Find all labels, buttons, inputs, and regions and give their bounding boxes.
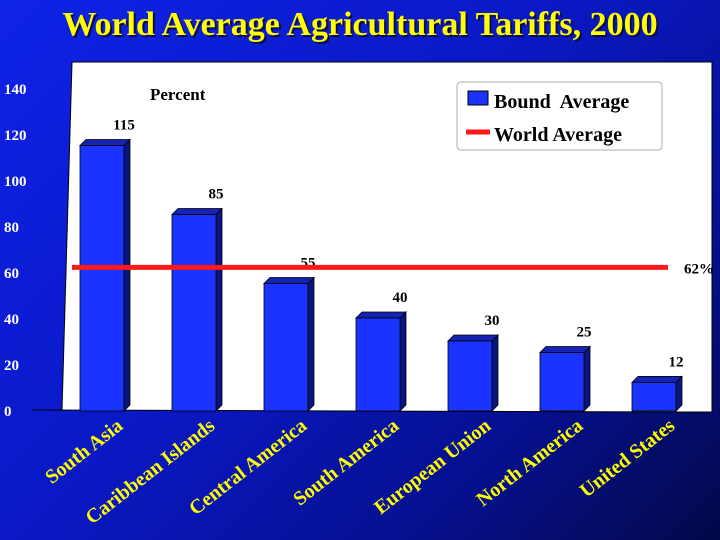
data-label: 30 [485, 313, 500, 329]
y-axis-ticks: 0 20 40 60 80 100 120 140 [4, 82, 27, 420]
bar-front [79, 145, 125, 412]
bar-side [307, 276, 315, 412]
category-label: South Asia [41, 415, 127, 489]
bar [447, 334, 499, 412]
bar-top [171, 208, 223, 215]
bar [79, 138, 131, 412]
bar [539, 345, 591, 412]
data-label: 115 [113, 118, 135, 134]
y-tick-label: 20 [4, 358, 19, 374]
bar-front [263, 283, 309, 412]
bar-top [355, 311, 407, 319]
legend-bar-swatch [467, 90, 489, 106]
bar [631, 375, 683, 412]
bar-side [583, 345, 591, 412]
bar [171, 207, 223, 412]
legend: Bound Average World Average [456, 81, 663, 151]
plot-border [31, 61, 713, 413]
bar-side [491, 334, 499, 412]
data-label: 12 [669, 354, 684, 370]
bar-front [447, 340, 493, 412]
legend-bar-label: Bound Average [494, 91, 629, 113]
data-label: 40 [393, 290, 408, 306]
bars-group [79, 138, 683, 412]
bar [263, 276, 315, 412]
bar-top [79, 139, 131, 146]
bar-front [631, 381, 677, 412]
data-label: 85 [209, 187, 224, 203]
bar-front [355, 317, 401, 412]
y-tick-label: 60 [4, 266, 19, 282]
legend-line-label: World Average [494, 124, 622, 146]
y-tick-label: 0 [4, 404, 12, 420]
y-tick-label: 120 [4, 128, 27, 144]
bar [355, 311, 407, 412]
world-average-label: 62% [684, 261, 714, 277]
chart-title: World Average Agricultural Tariffs, 2000 [62, 6, 658, 43]
bar-top [263, 277, 315, 284]
y-tick-label: 100 [4, 174, 27, 190]
y-tick-label: 140 [4, 82, 27, 98]
bar-front [171, 214, 217, 412]
y-tick-label: 80 [4, 220, 19, 236]
bar-top [447, 334, 499, 342]
bar-side [399, 311, 407, 412]
bar-top [539, 346, 591, 353]
y-axis-unit-label: Percent [150, 85, 206, 104]
category-label: United States [576, 414, 679, 502]
bar-front [539, 352, 585, 412]
bar-side [215, 207, 223, 412]
bar-top [631, 375, 683, 383]
data-label: 25 [577, 325, 592, 341]
legend-box [456, 81, 663, 151]
bar-side [123, 138, 131, 412]
y-tick-label: 40 [4, 312, 19, 328]
